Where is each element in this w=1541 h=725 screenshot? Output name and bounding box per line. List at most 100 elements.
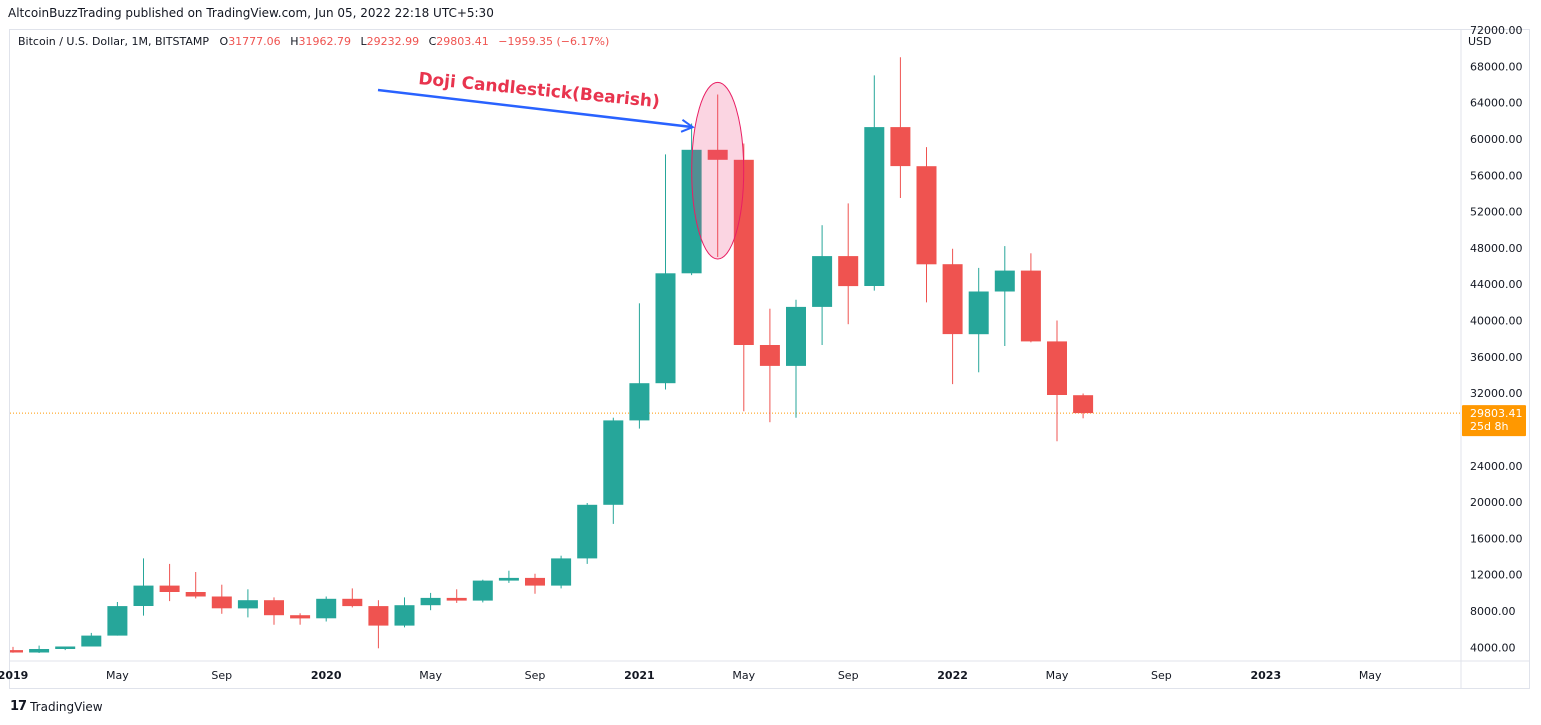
candle-body[interactable] <box>681 149 702 274</box>
candle-body[interactable] <box>916 166 937 265</box>
price-tick-label: 60000.00 <box>1470 133 1523 146</box>
candle-body[interactable] <box>342 598 363 607</box>
candle-body[interactable] <box>838 256 859 287</box>
candle-body[interactable] <box>185 592 206 597</box>
low-value: 29232.99 <box>366 35 420 48</box>
price-tick-label: 40000.00 <box>1470 315 1523 328</box>
close-label: C <box>428 35 437 48</box>
last-price-value: 29803.41 <box>1470 407 1523 420</box>
candle-body[interactable] <box>968 291 989 335</box>
ohlc-legend: Bitcoin / U.S. Dollar, 1M, BITSTAMP O317… <box>18 35 615 48</box>
candle-body[interactable] <box>655 273 676 384</box>
currency-label: USD <box>1468 35 1492 48</box>
candle-body[interactable] <box>812 256 833 307</box>
tradingview-logo: 17 <box>10 699 27 714</box>
candle-body[interactable] <box>316 598 337 619</box>
time-tick-label: May <box>106 669 129 682</box>
candle-body[interactable] <box>394 605 415 626</box>
candle-body[interactable] <box>994 270 1015 292</box>
candle-body[interactable] <box>577 504 598 559</box>
candle-body[interactable] <box>159 585 180 592</box>
candle-body[interactable] <box>864 127 885 286</box>
time-tick-label: 2021 <box>624 669 655 682</box>
last-price-badge-bg <box>1462 405 1526 437</box>
candles <box>3 57 1094 653</box>
time-tick-label: 2023 <box>1250 669 1281 682</box>
candle-body[interactable] <box>290 615 311 619</box>
annotation-text: Doji Candlestick(Bearish) <box>418 69 661 112</box>
time-tick-label: May <box>1359 669 1382 682</box>
price-tick-label: 16000.00 <box>1470 532 1523 545</box>
time-tick-label: Sep <box>211 669 232 682</box>
candle-body[interactable] <box>498 577 519 581</box>
price-tick-label: 12000.00 <box>1470 569 1523 582</box>
price-tick-label: 44000.00 <box>1470 278 1523 291</box>
candle-body[interactable] <box>1047 341 1067 395</box>
price-tick-label: 64000.00 <box>1470 97 1523 110</box>
price-tick-label: 48000.00 <box>1470 242 1523 255</box>
time-tick-label: Sep <box>838 669 859 682</box>
time-tick-label: 2019 <box>0 669 28 682</box>
price-tick-label: 24000.00 <box>1470 460 1523 473</box>
candle-body[interactable] <box>890 127 911 167</box>
last-price-countdown: 25d 8h <box>1470 420 1508 433</box>
doji-highlight-ellipse <box>691 81 745 260</box>
time-tick-label: May <box>1046 669 1069 682</box>
footer-branding: 17 TradingView <box>10 699 103 714</box>
candle-body[interactable] <box>786 306 806 366</box>
candle-body[interactable] <box>211 596 232 609</box>
price-tick-label: 20000.00 <box>1470 496 1523 509</box>
candle-body[interactable] <box>3 650 23 653</box>
candle-body[interactable] <box>446 597 467 601</box>
candle-body[interactable] <box>55 646 76 650</box>
candle-body[interactable] <box>707 149 728 160</box>
candle-body[interactable] <box>133 585 154 606</box>
candle-body[interactable] <box>629 383 650 421</box>
low-label: L <box>360 35 367 48</box>
price-tick-label: 52000.00 <box>1470 206 1523 219</box>
candle-body[interactable] <box>525 577 545 586</box>
candle-body[interactable] <box>472 580 493 601</box>
candle-body[interactable] <box>420 597 441 606</box>
time-tick-label: May <box>419 669 442 682</box>
time-axis[interactable]: 2019 May Sep 2020 May Sep 2021 May Sep 2022 May Sep… <box>0 669 1382 682</box>
time-tick-label: 2022 <box>937 669 968 682</box>
price-tick-label: 32000.00 <box>1470 387 1523 400</box>
price-tick-label: 4000.00 <box>1470 641 1516 654</box>
candle-body[interactable] <box>107 606 128 636</box>
open-label: O <box>219 35 229 48</box>
time-tick-label: Sep <box>1151 669 1172 682</box>
publisher-line: AltcoinBuzzTrading published on TradingV… <box>8 6 494 20</box>
annotation-arrow <box>377 88 692 127</box>
candle-body[interactable] <box>733 159 754 345</box>
price-tick-label: 36000.00 <box>1470 351 1523 364</box>
candle-body[interactable] <box>264 600 284 616</box>
candle-body[interactable] <box>603 420 624 505</box>
brand-name: TradingView <box>30 699 103 714</box>
price-tick-label: 72000.00 <box>1470 24 1523 37</box>
price-tick-label: 56000.00 <box>1470 169 1523 182</box>
candle-body[interactable] <box>759 345 780 366</box>
close-value: 29803.41 <box>436 35 489 48</box>
candle-body[interactable] <box>81 635 102 647</box>
high-label: H <box>290 35 299 48</box>
plot-area: Doji Candlestick(Bearish) <box>3 57 1461 653</box>
price-axis[interactable]: 4000.00 8000.00 12000.00 16000.00 20000.00 24… <box>1470 24 1523 654</box>
candle-body[interactable] <box>551 558 572 586</box>
open-value: 31777.06 <box>228 35 281 48</box>
time-tick-label: Sep <box>525 669 546 682</box>
candle-body[interactable] <box>942 264 963 335</box>
candle-body[interactable] <box>368 606 389 626</box>
high-value: 31962.79 <box>298 35 351 48</box>
time-tick-label: 2020 <box>311 669 342 682</box>
time-tick-label: May <box>732 669 755 682</box>
price-tick-label: 68000.00 <box>1470 60 1523 73</box>
candle-body[interactable] <box>237 600 258 609</box>
candle-body[interactable] <box>1073 395 1094 414</box>
last-price-badge: 29803.41 25d 8h <box>1462 405 1526 437</box>
symbol-label: Bitcoin / U.S. Dollar, 1M, BITSTAMP <box>18 35 210 48</box>
candle-body[interactable] <box>1020 270 1041 342</box>
candle-body[interactable] <box>29 649 50 653</box>
chart-frame <box>9 29 1530 689</box>
